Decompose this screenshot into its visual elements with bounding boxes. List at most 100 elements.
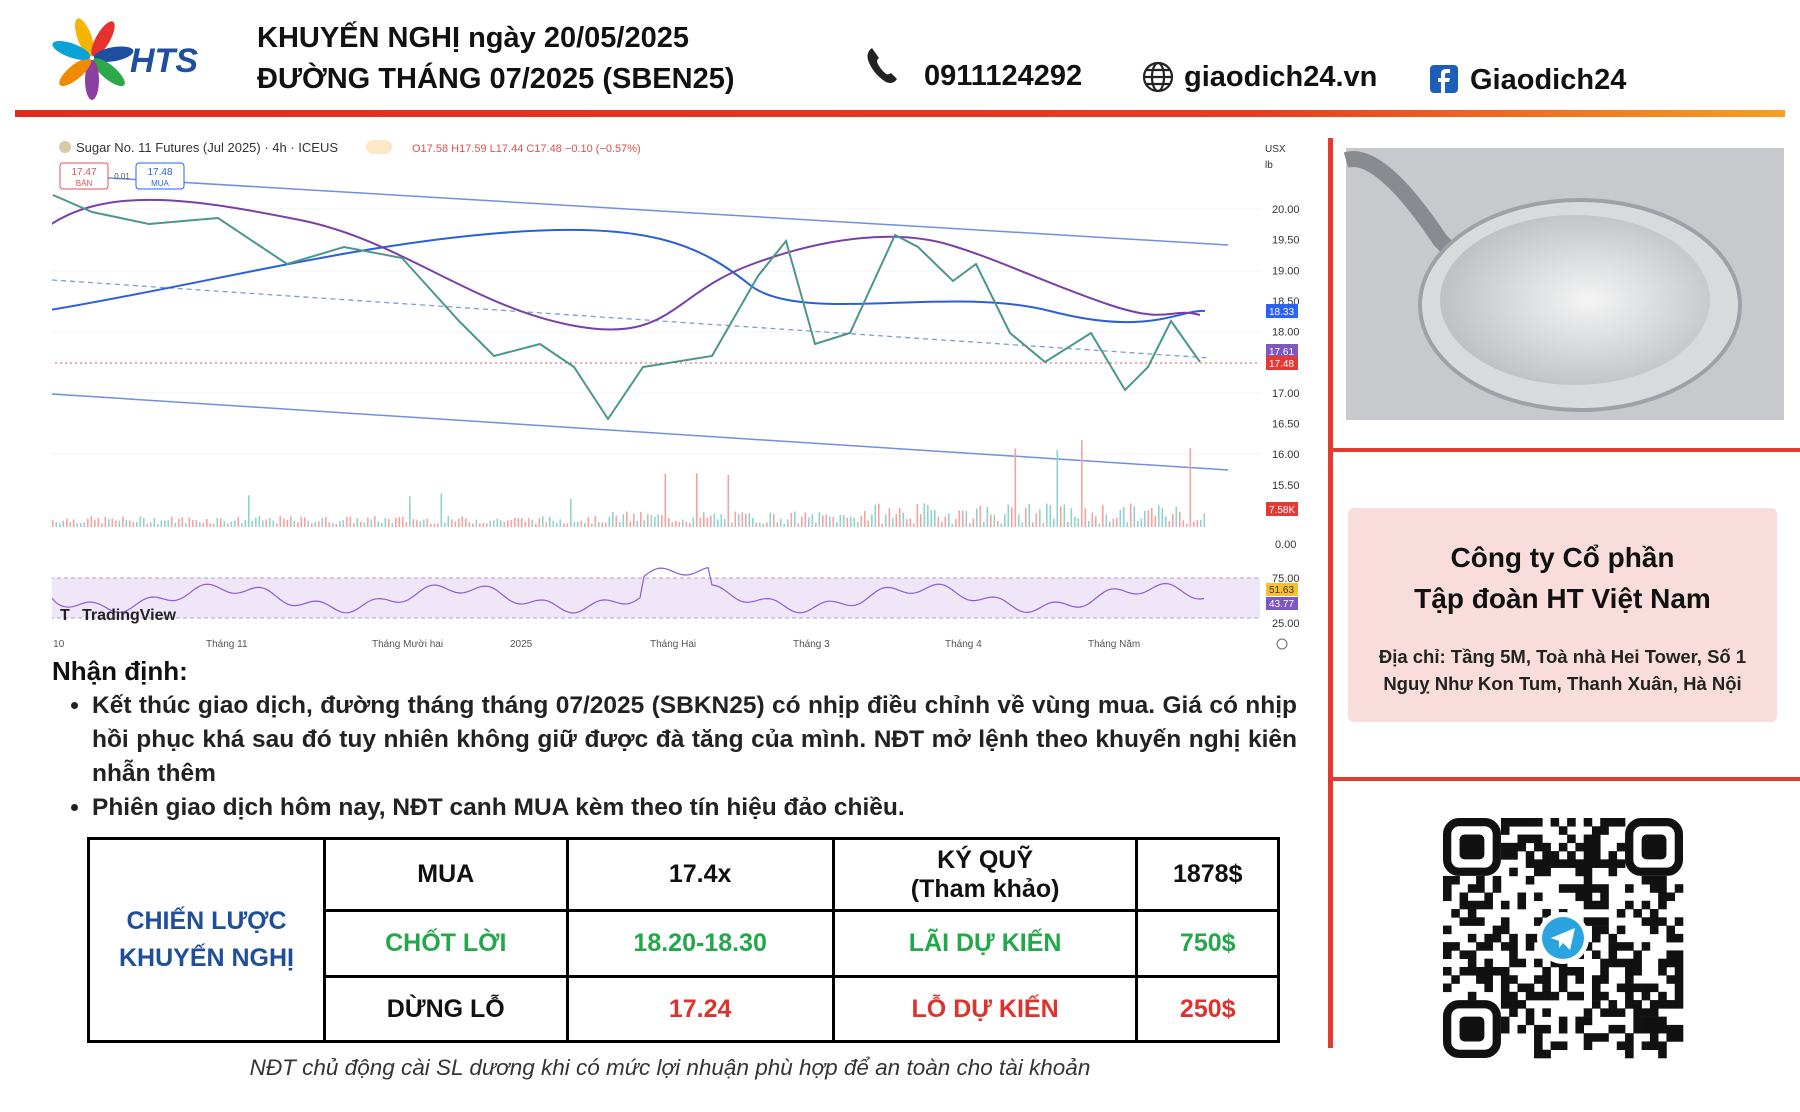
qr-module (1484, 975, 1493, 984)
qr-module (1649, 884, 1659, 893)
volume-bar (489, 520, 492, 527)
qr-module (1649, 1000, 1659, 1009)
volume-bar (629, 521, 632, 527)
qr-module (1600, 958, 1609, 968)
qr-module (1534, 1041, 1543, 1051)
volume-bar (937, 516, 940, 527)
volume-bar (363, 522, 366, 527)
volume-bar (1133, 506, 1136, 527)
cell-text: LỖ DỰ KIẾN (911, 994, 1059, 1023)
volume-bar (416, 520, 418, 527)
volume-bar (251, 520, 254, 527)
volume-bar (773, 514, 775, 527)
volume-bar (482, 522, 485, 527)
qr-module (1666, 958, 1676, 968)
qr-module (1517, 900, 1527, 910)
qr-module (1451, 975, 1460, 984)
volume-bar (1189, 448, 1192, 527)
qr-module (1534, 834, 1543, 844)
qr-module (1641, 942, 1651, 951)
volume-bar (1091, 512, 1094, 527)
buy-label: MUA (151, 179, 169, 188)
qr-module (1658, 884, 1667, 893)
mid-channel (52, 279, 1211, 359)
volume-bar (580, 520, 583, 527)
volume-bar (1018, 514, 1020, 527)
qr-module (1616, 909, 1626, 918)
volume-bar (265, 519, 268, 527)
qr-module (1558, 1016, 1568, 1026)
volume-bar (1049, 505, 1052, 527)
qr-module (1658, 1000, 1667, 1009)
qr-module (1509, 950, 1518, 959)
volume-bar (398, 517, 401, 527)
qr-module (1542, 1008, 1551, 1017)
volume-bar (696, 473, 698, 527)
qr-module (1591, 1000, 1601, 1009)
volume-bar (531, 520, 534, 527)
volume-bar (437, 523, 439, 527)
qr-module (1550, 958, 1560, 968)
qr-module (1608, 958, 1618, 968)
volume-bar (1161, 508, 1164, 527)
qr-module (1525, 991, 1535, 1001)
qr-module (1575, 867, 1584, 877)
cell-text: LÃI DỰ KIẾN (908, 929, 1062, 957)
volume-bar (930, 509, 933, 527)
volume-bar (587, 517, 590, 527)
cell-text: 750$ (1179, 929, 1236, 957)
volume-bar (948, 513, 950, 527)
qr-module (1492, 966, 1502, 976)
volume-bar (762, 523, 765, 527)
qr-module (1608, 818, 1618, 827)
logo-mark (52, 18, 134, 100)
volume-bar (808, 517, 810, 527)
qr-module (1666, 892, 1676, 902)
company-name: Tập đoàn HT Việt Nam (1414, 583, 1711, 614)
qr-module (1558, 826, 1568, 835)
volume-bar (258, 516, 261, 527)
volume-bar (990, 514, 992, 527)
logo-text: HTS (130, 42, 198, 80)
volume-bar (706, 517, 709, 527)
volume-bar (94, 519, 96, 527)
volume-bar (1056, 450, 1059, 527)
month-label: Tháng 3 (793, 639, 830, 650)
qr-module (1534, 958, 1543, 968)
volume-bar (927, 504, 929, 527)
volume-bar (888, 508, 891, 527)
volume-bar (846, 517, 849, 527)
cell: LỖ DỰ KIẾN (831, 975, 1139, 1043)
qr-module (1517, 818, 1527, 827)
qr-module (1509, 818, 1518, 827)
qr-module (1542, 859, 1551, 868)
price-badge-text: 17.61 (1269, 347, 1294, 358)
month-label: Tháng 11 (206, 639, 248, 650)
rsi-badge-text: 51.63 (1269, 585, 1294, 596)
qr-module (1633, 966, 1642, 976)
lower-channel (52, 393, 1229, 471)
cell-text: (Tham khảo) (910, 874, 1060, 903)
qr-module (1608, 867, 1618, 877)
facebook-icon (1430, 65, 1458, 93)
qr-module (1641, 917, 1651, 926)
qr-module (1476, 875, 1485, 885)
qr-module (1534, 1024, 1543, 1034)
volume-bar (206, 519, 208, 527)
qr-module (1608, 1008, 1618, 1017)
qr-module (1567, 834, 1576, 844)
volume-bar (118, 520, 121, 527)
qr-module (1525, 875, 1535, 885)
qr-module (1500, 1024, 1510, 1034)
volume-bar (1123, 507, 1125, 527)
volume-bar (843, 515, 845, 527)
volume-bar (377, 521, 380, 527)
qr-module (1492, 875, 1502, 885)
volume-bar (521, 517, 523, 527)
qr-module (1600, 966, 1609, 976)
cell-text: MUA (417, 860, 475, 888)
cell: 1878$ (1135, 837, 1280, 912)
volume-bar (202, 522, 205, 527)
volume-bar (157, 523, 159, 527)
